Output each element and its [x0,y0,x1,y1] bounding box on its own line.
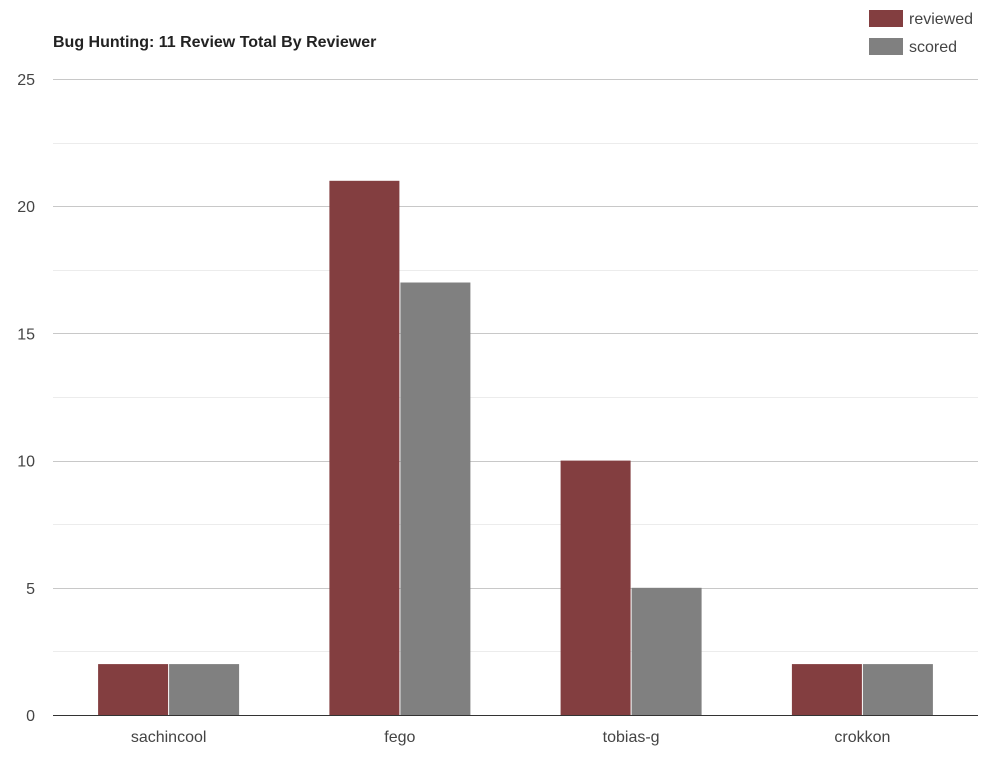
y-tick-label: 10 [17,454,35,471]
legend-swatch-reviewed [869,10,903,27]
x-axis-labels: sachincool fego tobias-g crokkon [131,729,891,746]
y-tick-label: 0 [26,708,35,725]
y-tick-label: 20 [17,199,35,216]
y-tick-label: 5 [26,581,35,598]
bar-scored-fego [400,282,471,715]
bars [98,180,933,716]
bar-reviewed-fego [329,180,400,716]
y-axis-ticks: 0 5 10 15 20 25 [17,72,35,725]
bar-scored-sachincool [169,664,240,715]
chart-title: Bug Hunting: 11 Review Total By Reviewer [53,34,376,51]
bar-reviewed-crokkon [791,664,862,715]
bar-reviewed-sachincool [98,664,169,715]
y-tick-label: 25 [17,72,35,89]
gridlines [53,79,978,652]
category-label: tobias-g [603,729,660,746]
bar-scored-tobias-g [631,587,702,715]
bar-scored-crokkon [862,664,933,715]
category-label: crokkon [834,729,890,746]
bar-reviewed-tobias-g [560,460,631,715]
category-label: fego [384,729,415,746]
category-label: sachincool [131,729,207,746]
legend: reviewed scored [869,10,973,56]
legend-label-scored: scored [909,39,957,56]
legend-label-reviewed: reviewed [909,11,973,28]
y-tick-label: 15 [17,326,35,343]
legend-swatch-scored [869,38,903,55]
